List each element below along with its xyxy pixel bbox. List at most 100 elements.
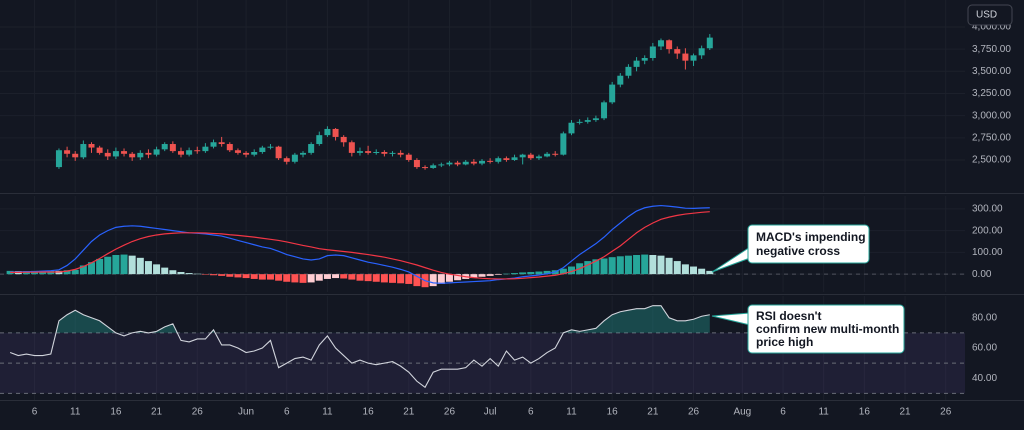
candle-body bbox=[356, 151, 363, 153]
macd-annotation: MACD's impending negative cross bbox=[711, 224, 870, 273]
x-tick-label: 16 bbox=[607, 407, 619, 418]
candle-body bbox=[80, 144, 87, 158]
histogram-bar bbox=[624, 255, 632, 275]
candle-body bbox=[121, 151, 128, 154]
histogram-bar bbox=[283, 274, 291, 282]
candle-body bbox=[283, 158, 290, 162]
candle-body bbox=[373, 152, 380, 154]
candle-body bbox=[519, 154, 526, 158]
candle-body bbox=[137, 152, 144, 158]
x-tick-label: 11 bbox=[566, 407, 577, 418]
x-tick-label: 21 bbox=[899, 407, 911, 418]
y-tick-label: 60.00 bbox=[972, 343, 997, 354]
badge-box bbox=[967, 4, 1013, 26]
histogram-bar bbox=[454, 274, 462, 281]
currency-badge: USD bbox=[967, 4, 1013, 26]
histogram-bar bbox=[315, 274, 323, 281]
histogram-bar bbox=[96, 258, 104, 275]
x-tick-label: Aug bbox=[733, 407, 751, 418]
candle-body bbox=[348, 142, 355, 153]
histogram-bar bbox=[673, 261, 681, 275]
x-tick-label: 6 bbox=[284, 407, 290, 418]
histogram-bar bbox=[437, 274, 445, 284]
candle-body bbox=[503, 158, 510, 160]
x-tick-label: 16 bbox=[363, 407, 375, 418]
histogram-bar bbox=[234, 274, 242, 278]
x-tick-label: 26 bbox=[192, 407, 204, 418]
histogram-bar bbox=[380, 274, 388, 283]
x-tick-label: 6 bbox=[528, 407, 534, 418]
candle-body bbox=[177, 151, 184, 155]
x-tick-label: 26 bbox=[688, 407, 700, 418]
histogram-bar bbox=[527, 271, 535, 275]
histogram-bar bbox=[657, 255, 665, 275]
histogram-bar bbox=[478, 274, 486, 277]
x-tick-label: 21 bbox=[647, 407, 659, 418]
histogram-bar bbox=[356, 274, 364, 281]
histogram-bar bbox=[120, 254, 128, 275]
candle-body bbox=[129, 153, 136, 158]
histogram-bar bbox=[275, 274, 283, 281]
candle-body bbox=[584, 120, 591, 122]
candle-body bbox=[153, 149, 160, 155]
candle-body bbox=[609, 84, 616, 103]
candle-body bbox=[470, 161, 477, 164]
candle-body bbox=[300, 152, 307, 155]
histogram-bar bbox=[193, 273, 201, 275]
y-tick-label: 100.00 bbox=[972, 247, 1003, 258]
candle-body bbox=[64, 150, 71, 154]
candle-body bbox=[454, 162, 461, 165]
annotation-text: price high bbox=[756, 335, 813, 349]
annotation-text: MACD's impending bbox=[756, 230, 866, 244]
y-tick-label: 3,750.00 bbox=[972, 44, 1011, 55]
candle-body bbox=[234, 150, 241, 153]
histogram-bar bbox=[226, 274, 234, 277]
histogram-bar bbox=[372, 274, 380, 282]
histogram-bar bbox=[104, 256, 112, 275]
y-tick-label: 200.00 bbox=[972, 225, 1003, 236]
candle-body bbox=[446, 162, 453, 165]
histogram-bar bbox=[429, 274, 437, 287]
x-tick-label: 11 bbox=[70, 407, 81, 418]
candle-body bbox=[365, 151, 372, 153]
y-tick-label: 3,250.00 bbox=[972, 88, 1011, 99]
candle-body bbox=[682, 53, 689, 61]
histogram-bar bbox=[397, 274, 405, 284]
candle-body bbox=[145, 152, 152, 155]
histogram-bar bbox=[616, 256, 624, 275]
histogram-bar bbox=[608, 257, 616, 275]
histogram-bar bbox=[519, 272, 527, 275]
candle-body bbox=[706, 37, 713, 49]
annotation-text: RSI doesn't bbox=[756, 309, 822, 323]
histogram-bar bbox=[665, 257, 673, 275]
candle-body bbox=[308, 144, 315, 153]
candle-body bbox=[340, 136, 347, 143]
histogram-bar bbox=[706, 270, 714, 275]
histogram-bar bbox=[567, 266, 575, 275]
x-tick-label: 16 bbox=[110, 407, 122, 418]
histogram-bar bbox=[79, 265, 87, 275]
histogram-bar bbox=[177, 271, 185, 275]
histogram-bar bbox=[340, 274, 348, 279]
candle-body bbox=[666, 40, 673, 50]
annotation-box bbox=[747, 304, 905, 354]
histogram-bar bbox=[153, 264, 161, 275]
histogram-bar bbox=[364, 274, 372, 282]
candle-body bbox=[397, 152, 404, 155]
histogram-bar bbox=[112, 254, 120, 275]
candle-body bbox=[267, 146, 274, 148]
histogram-bar bbox=[486, 274, 494, 276]
y-tick-label: 2,750.00 bbox=[972, 132, 1011, 143]
candle-body bbox=[186, 150, 193, 155]
candle-body bbox=[194, 150, 201, 152]
histogram-bar bbox=[413, 274, 421, 287]
candle-body bbox=[479, 160, 485, 164]
histogram-bar bbox=[592, 259, 600, 275]
histogram-bar bbox=[266, 274, 274, 280]
y-tick-label: 80.00 bbox=[972, 312, 997, 323]
histogram-bar bbox=[698, 268, 706, 275]
histogram-bar bbox=[641, 254, 649, 275]
histogram-bar bbox=[511, 273, 519, 275]
x-tick-label: 11 bbox=[322, 407, 333, 418]
